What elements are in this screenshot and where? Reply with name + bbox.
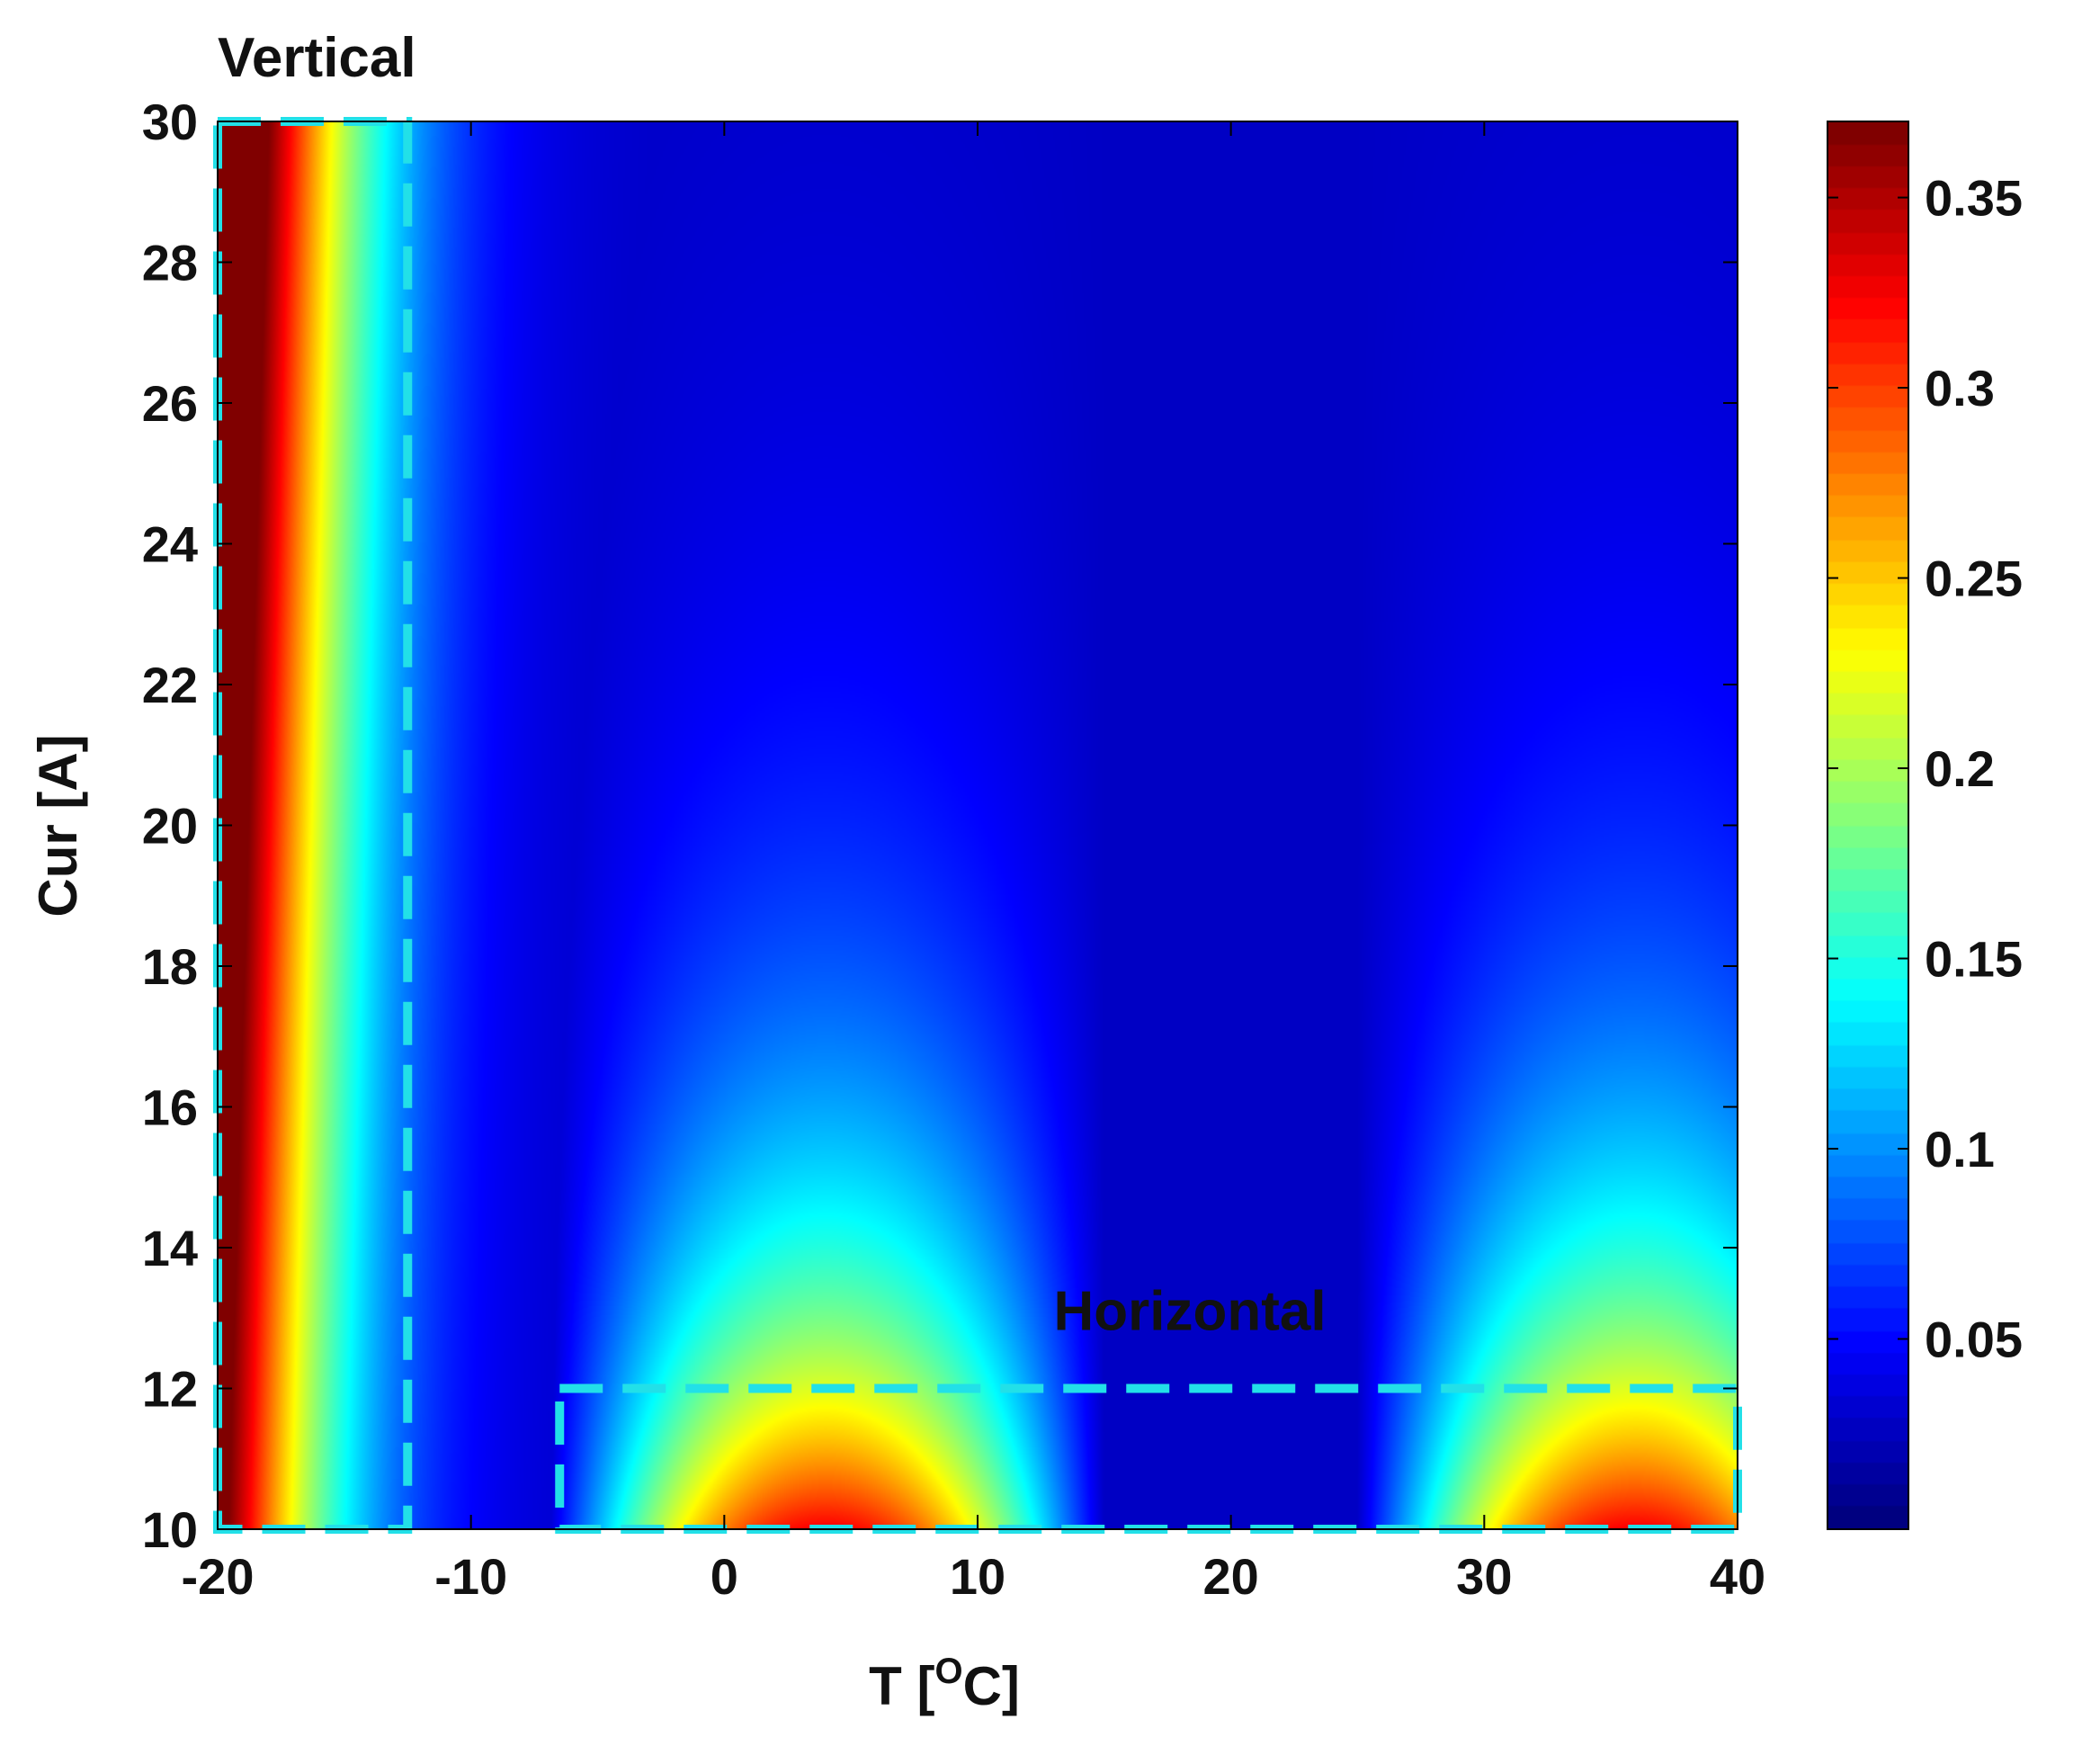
- heatmap-surface: [218, 121, 1738, 1529]
- y-tick-label: 14: [142, 1220, 198, 1276]
- colorbar-gradient: [1827, 121, 1908, 1529]
- colorbar-tick-label: 0.1: [1925, 1121, 1995, 1177]
- x-tick-label: 10: [950, 1548, 1005, 1605]
- y-tick-label: 18: [142, 938, 198, 995]
- y-axis-ticks: 10 12 14 16 18 20 22 24 26 28 30: [142, 94, 1738, 1558]
- x-tick-label: 20: [1203, 1548, 1259, 1605]
- x-tick-label: -20: [182, 1548, 255, 1605]
- region-box-horizontal: [555, 1383, 1742, 1534]
- x-axis-label: T [OC]: [869, 1652, 1020, 1716]
- x-tick-label: 40: [1710, 1548, 1765, 1605]
- colorbar-ticks: 0.05 0.1 0.15 0.2 0.25 0.3 0.35: [1827, 170, 2023, 1368]
- x-tick-label: 30: [1456, 1548, 1512, 1605]
- colorbar-frame: [1827, 121, 1909, 1530]
- colorbar-tick-label: 0.3: [1925, 360, 1995, 416]
- x-tick-label: 0: [710, 1548, 738, 1605]
- y-tick-label: 16: [142, 1079, 198, 1136]
- x-axis-ticks: -20 -10 0 10 20 30 40: [182, 121, 1765, 1605]
- y-tick-label: 10: [142, 1501, 198, 1558]
- y-tick-label: 22: [142, 657, 198, 713]
- region-box-vertical: [213, 117, 413, 1534]
- colorbar-tick-label: 0.25: [1925, 551, 2023, 607]
- y-tick-label: 28: [142, 235, 198, 291]
- y-axis-label: Cur [A]: [28, 734, 88, 917]
- region-boxes: Vertical Horizontal: [213, 27, 1742, 1534]
- y-tick-label: 24: [142, 516, 198, 573]
- region-label-horizontal: Horizontal: [1054, 1281, 1327, 1343]
- colorbar-tick-label: 0.05: [1925, 1312, 2023, 1368]
- y-tick-label: 30: [142, 94, 198, 150]
- colorbar-tick-label: 0.35: [1925, 170, 2023, 227]
- region-label-vertical: Vertical: [218, 27, 416, 89]
- colorbar-tick-label: 0.15: [1925, 931, 2023, 988]
- colorbar-tick-label: 0.2: [1925, 740, 1995, 797]
- y-tick-label: 12: [142, 1361, 198, 1418]
- y-tick-label: 26: [142, 375, 198, 432]
- y-tick-label: 20: [142, 798, 198, 855]
- x-tick-label: -10: [434, 1548, 507, 1605]
- plot-frame: [217, 121, 1738, 1530]
